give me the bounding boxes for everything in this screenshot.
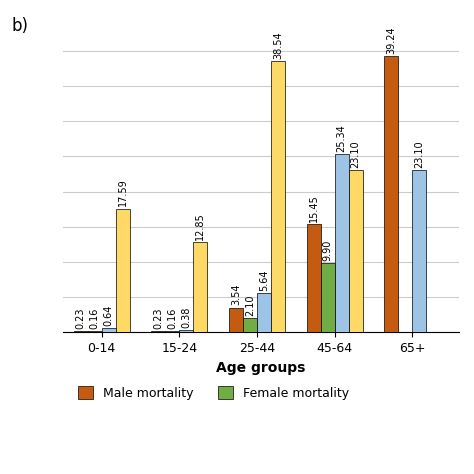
Text: 25.34: 25.34: [337, 124, 346, 152]
Text: 0.23: 0.23: [76, 307, 86, 328]
Bar: [243, 318, 257, 332]
Bar: [321, 263, 335, 332]
Bar: [193, 242, 207, 332]
Text: 0.64: 0.64: [104, 304, 114, 326]
Bar: [257, 293, 271, 332]
Bar: [229, 308, 243, 332]
Bar: [271, 61, 285, 332]
Bar: [179, 330, 193, 332]
Bar: [412, 170, 427, 332]
Text: b): b): [11, 18, 28, 36]
Text: 12.85: 12.85: [195, 212, 205, 240]
X-axis label: Age groups: Age groups: [216, 361, 306, 375]
Bar: [73, 331, 88, 332]
Text: 15.45: 15.45: [309, 194, 319, 221]
Bar: [165, 331, 179, 332]
Bar: [307, 224, 321, 332]
Legend: Male mortality, Female mortality: Male mortality, Female mortality: [73, 381, 354, 405]
Text: 39.24: 39.24: [386, 27, 396, 54]
Bar: [101, 328, 116, 332]
Text: 5.64: 5.64: [259, 269, 269, 291]
Text: 0.38: 0.38: [181, 306, 191, 328]
Bar: [116, 209, 129, 332]
Text: 38.54: 38.54: [273, 31, 283, 59]
Text: 0.16: 0.16: [90, 308, 100, 329]
Text: 23.10: 23.10: [414, 140, 424, 168]
Text: 0.23: 0.23: [153, 307, 164, 328]
Bar: [335, 154, 349, 332]
Text: 9.90: 9.90: [323, 239, 333, 261]
Bar: [88, 331, 101, 332]
Text: 17.59: 17.59: [118, 179, 128, 207]
Bar: [151, 331, 165, 332]
Text: 23.10: 23.10: [351, 140, 361, 168]
Bar: [384, 56, 399, 332]
Text: 3.54: 3.54: [231, 284, 241, 305]
Text: 2.10: 2.10: [245, 294, 255, 316]
Text: 0.16: 0.16: [167, 308, 177, 329]
Bar: [349, 170, 363, 332]
